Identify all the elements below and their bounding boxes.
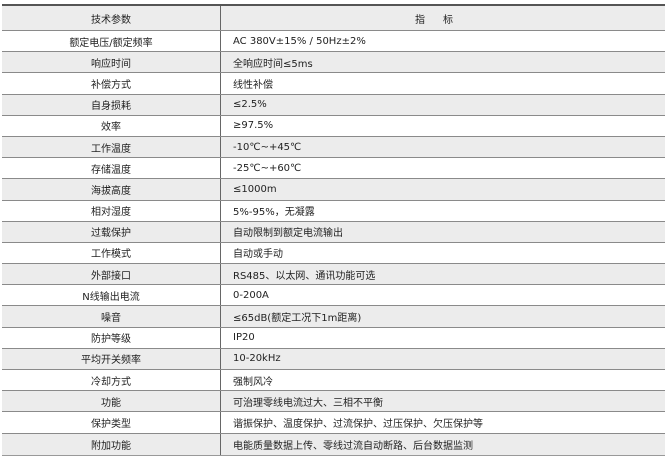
param-cell: 工作模式 [2,242,221,264]
table-row: 工作温度 -10℃~+45℃ [2,136,665,159]
param-cell: 相对湿度 [2,200,221,221]
spec-cell: 0-200A [233,289,269,301]
header-param: 技术参数 [2,6,221,30]
spec-cell: 强制风冷 [233,376,273,388]
spec-table: 技术参数 指标 额定电压/额定频率 AC 380V±15% / 50Hz±2% 响应… [2,4,665,456]
spec-cell: ≥97.5% [233,120,274,132]
table-row: 保护类型 谐振保护、温度保护、过流保护、过压保护、欠压保护等 [2,412,665,434]
table-row: 相对湿度 5%-95%，无凝露 [2,200,665,222]
spec-cell: ≤2.5% [233,99,267,111]
table-row: 防护等级 IP20 [2,327,665,349]
table-row: 补偿方式 线性补偿 [2,73,665,95]
spec-cell: 自动限制到额定电流输出 [233,228,343,240]
param-cell: 自身损耗 [2,94,221,115]
spec-cell: 谐振保护、温度保护、过流保护、过压保护、欠压保护等 [233,418,483,430]
spec-cell: ≤1000m [233,183,277,195]
param-cell: 冷却方式 [2,370,221,391]
spec-cell: 全响应时间≤5ms [233,58,313,70]
table-row: 外部接口 RS485、以太网、通讯功能可选 [2,264,665,286]
spec-cell: 线性补偿 [233,79,273,91]
table-row: 冷却方式 强制风冷 [2,370,665,392]
spec-cell: 5%-95%，无凝露 [233,207,315,219]
spec-cell: 自动或手动 [233,249,283,261]
table-row: 附加功能 电能质量数据上传、零线过流自动断路、后台数据监测 [2,433,665,455]
table-row: 响应时间 全响应时间≤5ms [2,52,665,74]
table-row: 平均开关频率 10-20kHz [2,348,665,370]
param-cell: 过载保护 [2,221,221,242]
param-cell: 功能 [2,391,221,412]
spec-cell: 电能质量数据上传、零线过流自动断路、后台数据监测 [233,440,473,452]
table-row: 效率 ≥97.5% [2,115,665,137]
table-row: 自身损耗 ≤2.5% [2,94,665,116]
param-cell: 附加功能 [2,433,221,455]
table-row: 存储温度 -25℃~+60℃ [2,158,665,180]
param-cell: 补偿方式 [2,73,221,94]
spec-cell: 10-20kHz [233,353,281,365]
table-row: 海拔高度 ≤1000m [2,179,665,201]
param-cell: 额定电压/额定频率 [2,31,221,52]
table-row: 额定电压/额定频率 AC 380V±15% / 50Hz±2% [2,31,665,53]
table-row: 过载保护 自动限制到额定电流输出 [2,221,665,243]
spec-cell: 可治理零线电流过大、三相不平衡 [233,397,383,409]
param-cell: 外部接口 [2,264,221,285]
param-cell: 工作温度 [2,136,221,158]
table-row: 噪音 ≤65dB(额定工况下1m距离) [2,306,665,328]
param-cell: 存储温度 [2,158,221,179]
spec-cell: ≤65dB(额定工况下1m距离) [233,313,362,325]
spec-cell: -25℃~+60℃ [233,162,302,174]
param-cell: 效率 [2,115,221,136]
header-spec: 指标 [415,14,471,26]
spec-cell: IP20 [233,332,255,344]
param-cell: 防护等级 [2,327,221,348]
param-cell: N线输出电流 [2,285,221,306]
param-cell: 保护类型 [2,412,221,433]
param-cell: 海拔高度 [2,179,221,200]
table-row: N线输出电流 0-200A [2,285,665,307]
spec-cell: -10℃~+45℃ [233,141,302,153]
spec-cell: AC 380V±15% / 50Hz±2% [233,35,366,47]
param-cell: 响应时间 [2,52,221,73]
spec-cell: RS485、以太网、通讯功能可选 [233,270,376,282]
param-cell: 噪音 [2,306,221,327]
table-row: 功能 可治理零线电流过大、三相不平衡 [2,391,665,413]
param-cell: 平均开关频率 [2,348,221,369]
table-row: 工作模式 自动或手动 [2,242,665,265]
table-header: 技术参数 指标 [2,6,665,31]
